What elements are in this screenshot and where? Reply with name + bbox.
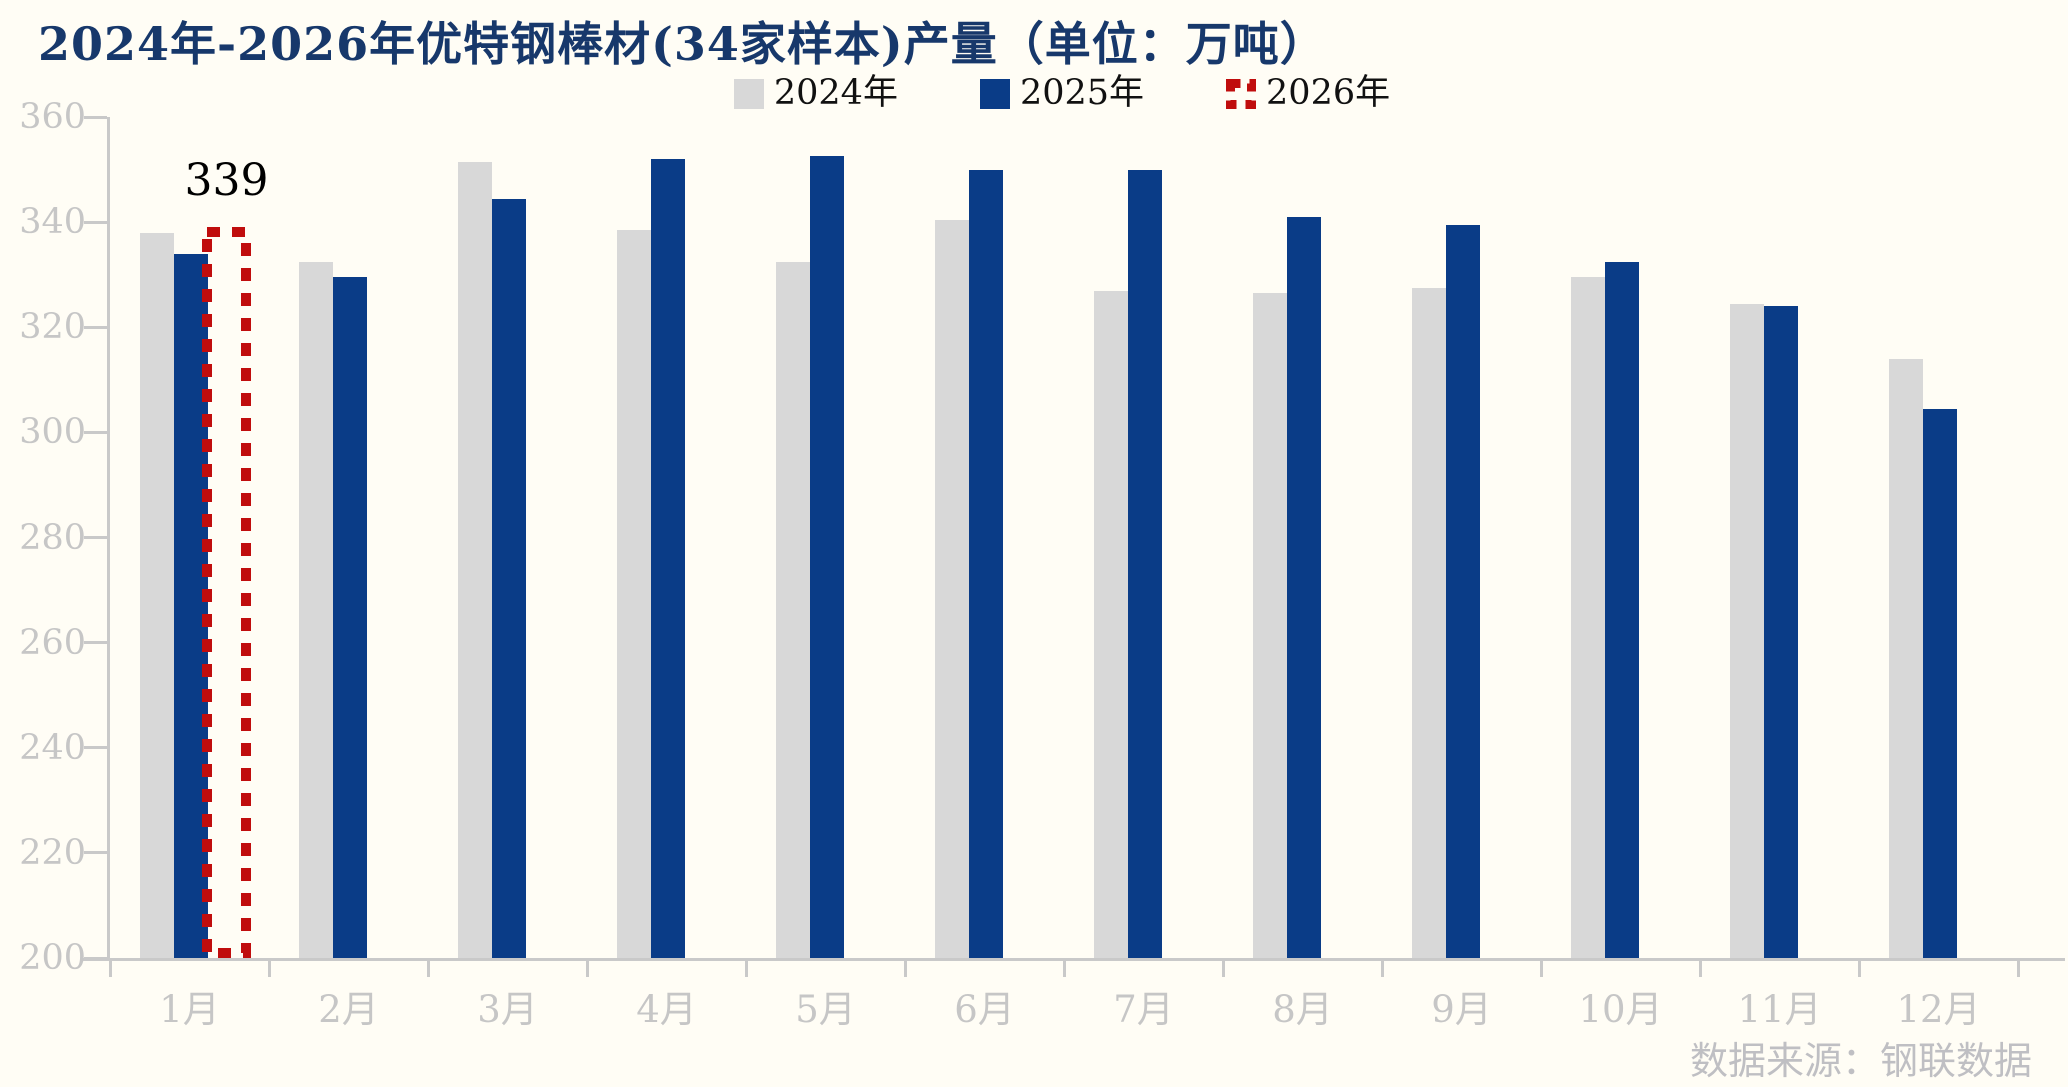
y-tick: [84, 641, 107, 645]
chart-title: 2024年-2026年优特钢棒材(34家样本)产量（单位：万吨）: [38, 17, 1327, 71]
y-tick: [84, 746, 107, 750]
bar-2025年-m10: [1605, 261, 1639, 958]
bar-2025年-m5: [810, 156, 844, 958]
legend-swatch-icon: [733, 78, 764, 109]
x-tick: [267, 961, 271, 977]
bar-2025年-m2: [333, 277, 367, 958]
y-tick: [84, 956, 107, 960]
x-axis-label: 12月: [1896, 988, 1981, 1031]
y-tick: [84, 536, 107, 539]
bar-2025年-m4: [651, 159, 685, 958]
x-tick: [903, 961, 907, 977]
x-axis-label: 5月: [795, 988, 856, 1031]
dashed-bar-outline-icon: [202, 227, 251, 958]
y-axis-label: 240: [19, 727, 86, 768]
y-axis-label: 280: [19, 517, 86, 558]
bar-2025年-m3: [492, 198, 526, 958]
legend-item-2026: 2026年: [1226, 76, 1390, 111]
x-tick: [1857, 961, 1861, 977]
y-axis-line: [107, 117, 110, 961]
x-axis-label: 1月: [159, 988, 220, 1031]
x-tick: [1062, 961, 1066, 977]
x-axis-label: 9月: [1431, 988, 1492, 1031]
y-tick: [84, 115, 107, 119]
x-tick: [744, 961, 748, 977]
y-axis-label: 220: [19, 832, 86, 873]
bar-2025年-m9: [1446, 224, 1480, 958]
legend-label: 2026年: [1266, 73, 1391, 113]
x-tick: [2016, 961, 2020, 977]
bar-2025年-m12: [1923, 408, 1957, 958]
bar-2024年-m9: [1412, 287, 1446, 958]
bar-2024年-m3: [458, 161, 492, 958]
bar-2024年-m6: [935, 219, 969, 958]
bar-2024年-m1: [140, 232, 174, 958]
y-axis-label: 320: [19, 307, 86, 348]
x-axis-label: 6月: [954, 988, 1015, 1031]
bar-2024年-m7: [1094, 290, 1128, 958]
x-axis-label: 7月: [1113, 988, 1174, 1031]
x-axis-label: 10月: [1578, 988, 1663, 1031]
legend-swatch-icon: [1226, 78, 1257, 109]
y-tick: [84, 325, 107, 329]
bar-2024年-m12: [1889, 358, 1923, 958]
y-axis-label: 360: [19, 97, 86, 137]
bar-2026年-m1: [202, 227, 251, 958]
bar-2025年-m11: [1764, 306, 1798, 958]
x-axis-label: 8月: [1272, 988, 1333, 1031]
legend-label: 2024年: [773, 73, 898, 113]
y-axis-label: 200: [19, 938, 86, 978]
bar-2024年-m11: [1730, 303, 1764, 958]
x-tick: [426, 961, 430, 977]
y-axis-label: 340: [19, 202, 86, 243]
bar-2024年-m2: [299, 261, 333, 958]
x-tick: [1539, 961, 1543, 977]
plot-area: [110, 117, 2018, 958]
x-axis-label: 3月: [477, 988, 538, 1031]
bar-2024年-m8: [1253, 293, 1287, 958]
x-axis-label: 2月: [318, 988, 379, 1031]
y-tick: [84, 430, 107, 434]
bar-2024年-m4: [617, 230, 651, 958]
x-tick: [1380, 961, 1384, 977]
x-tick: [1221, 961, 1225, 977]
legend-swatch-icon: [979, 78, 1010, 109]
bar-2024年-m5: [776, 261, 810, 958]
bar-value-label: 339: [184, 155, 269, 206]
bar-2025年-m8: [1287, 216, 1321, 958]
y-axis-label: 260: [19, 622, 86, 663]
x-axis-label: 11月: [1737, 988, 1822, 1031]
data-source-label: 数据来源：钢联数据: [1689, 1039, 2032, 1083]
bar-2025年-m7: [1128, 169, 1162, 958]
legend-item-2025: 2025年: [979, 73, 1145, 113]
y-axis-label: 300: [19, 412, 86, 453]
x-tick: [585, 961, 589, 977]
x-axis-line: [82, 958, 2065, 961]
y-tick: [84, 851, 107, 855]
legend-item-2024: 2024年: [733, 73, 898, 113]
legend: 2024年 2025年 2026年: [28, 76, 2068, 111]
bar-2024年-m10: [1571, 277, 1605, 958]
x-tick: [108, 961, 112, 977]
y-tick: [84, 220, 107, 224]
x-tick: [1698, 961, 1702, 977]
legend-label: 2025年: [1019, 73, 1145, 113]
x-axis-label: 4月: [636, 988, 697, 1031]
bar-2025年-m6: [969, 169, 1003, 958]
